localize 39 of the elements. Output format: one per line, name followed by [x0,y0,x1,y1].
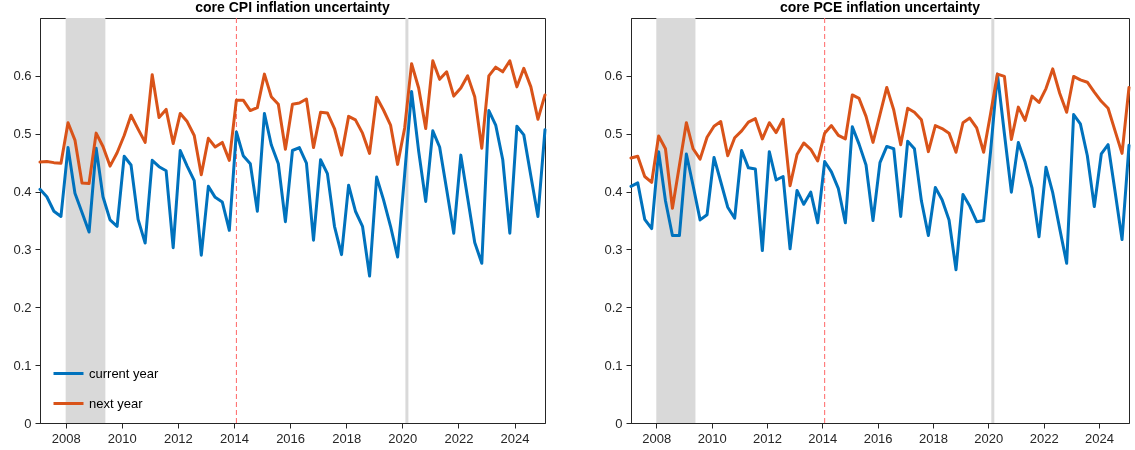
x-tick-label: 2016 [276,430,306,446]
x-tick-label: 2022 [1029,430,1059,446]
y-tick-label: 0.5 [604,126,623,142]
x-tick-label: 2014 [808,430,838,446]
x-tick-label: 2018 [332,430,362,446]
x-tick-label: 2024 [500,430,530,446]
line-series [629,67,1131,210]
y-tick-label: 0.1 [604,357,623,373]
x-tick-label: 2014 [220,430,249,446]
y-tick-label: 0.2 [604,299,623,315]
x-tick-label: 2010 [697,430,727,446]
x-tick-label: 2012 [752,430,782,446]
x-tick-label: 2020 [388,430,418,446]
x-tick-label: 2008 [51,430,81,446]
y-tick-label: 0.4 [13,184,32,200]
chart-title: core CPI inflation uncertainty [195,0,390,15]
y-tick-label: 0.1 [13,357,32,373]
line-series [38,89,547,278]
x-tick-label: 2012 [163,430,193,446]
y-tick-label: 0.4 [604,184,623,200]
legend-label: current year [89,365,160,381]
y-tick-label: 0.2 [13,299,32,315]
y-tick-label: 0.5 [13,126,32,142]
x-tick-label: 2024 [1084,430,1114,446]
x-tick-label: 2016 [863,430,893,446]
y-tick-label: 0.6 [604,68,623,84]
y-tick-label: 0 [615,415,623,431]
x-tick-label: 2008 [642,430,672,446]
y-tick-label: 0 [24,415,32,431]
y-tick-label: 0.3 [13,241,32,257]
y-tick-label: 0.6 [13,68,32,84]
x-tick-label: 2018 [919,430,948,446]
legend-label: next year [89,395,144,411]
x-tick-label: 2022 [444,430,474,446]
x-tick-label: 2020 [974,430,1004,446]
x-tick-label: 2010 [107,430,137,446]
y-tick-label: 0.3 [604,241,623,257]
line-series [38,59,547,185]
chart-title: core PCE inflation uncertainty [780,0,981,15]
